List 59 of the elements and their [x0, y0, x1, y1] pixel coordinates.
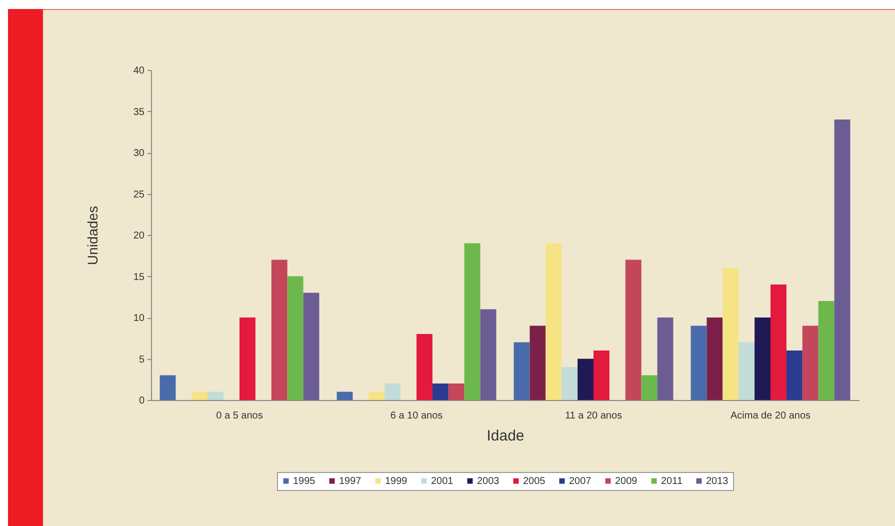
y-tick-label: 35: [133, 106, 145, 118]
bar: [578, 358, 594, 400]
bar: [530, 326, 546, 400]
bar: [706, 318, 723, 400]
legend-label: 2003: [477, 476, 500, 487]
y-axis-title: Unidades: [84, 206, 100, 266]
bar: [514, 342, 530, 400]
bar: [722, 268, 739, 400]
y-tick-label: 5: [138, 354, 145, 366]
bar: [625, 260, 642, 400]
bar: [192, 392, 208, 400]
bar: [368, 392, 385, 400]
y-tick-label: 30: [133, 148, 145, 159]
y-tick-label: 0: [138, 396, 145, 406]
bar: [240, 318, 256, 400]
bar: [336, 392, 353, 400]
bar: [480, 309, 496, 400]
legend-label: 2007: [569, 476, 592, 487]
bar: [834, 120, 850, 400]
y-tick-label: 25: [133, 189, 145, 200]
bar: [818, 301, 834, 400]
bar: [562, 367, 578, 400]
y-tick-label: 20: [133, 230, 145, 242]
legend-label: 1997: [339, 476, 362, 487]
bar: [594, 350, 610, 400]
bar: [690, 326, 707, 400]
x-axis-title: Idade: [486, 428, 524, 444]
bar: [287, 276, 304, 400]
bar: [738, 342, 755, 400]
bar: [303, 292, 320, 400]
legend-label: 1999: [385, 476, 408, 487]
bar: [432, 384, 448, 400]
bar: [657, 318, 674, 400]
bar: [802, 326, 818, 400]
y-tick-label: 15: [133, 272, 145, 283]
bar: [448, 384, 464, 400]
x-tick-label: Acima de 20 anos: [730, 410, 811, 422]
legend-label: 2009: [615, 476, 638, 487]
bar: [160, 375, 176, 400]
bar: [208, 392, 224, 400]
bar: [546, 243, 562, 400]
bar: [271, 260, 288, 400]
legend-label: 2005: [523, 476, 546, 487]
bar: [641, 375, 658, 400]
bar: [754, 318, 770, 400]
x-tick-label: 6 a 10 anos: [390, 410, 443, 422]
y-tick-label: 40: [133, 66, 145, 76]
y-tick-label: 10: [133, 313, 145, 324]
bar: [786, 350, 802, 400]
bar: [416, 334, 432, 400]
x-tick-label: 0 a 5 anos: [216, 410, 263, 422]
legend-label: 2011: [661, 476, 683, 487]
bar: [384, 384, 401, 400]
legend-label: 2013: [706, 476, 729, 487]
bar: [770, 284, 786, 400]
legend-label: 2001: [431, 476, 454, 487]
x-tick-label: 11 a 20 anos: [564, 410, 622, 422]
legend-label: 1995: [293, 476, 316, 487]
bar: [464, 243, 480, 400]
